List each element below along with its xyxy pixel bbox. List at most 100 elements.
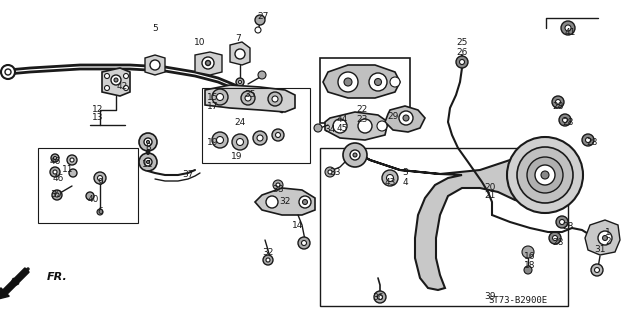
Text: 37: 37 <box>182 170 194 179</box>
Circle shape <box>343 143 367 167</box>
Circle shape <box>350 150 360 160</box>
Circle shape <box>147 140 150 144</box>
Text: ST73-B2900E: ST73-B2900E <box>488 296 547 305</box>
Text: 30: 30 <box>51 190 61 199</box>
Text: 45: 45 <box>336 124 348 133</box>
Circle shape <box>255 15 265 25</box>
Text: 6: 6 <box>97 207 103 216</box>
Text: 16: 16 <box>524 252 536 261</box>
Circle shape <box>517 147 573 203</box>
Circle shape <box>387 174 394 182</box>
Text: 43: 43 <box>384 178 396 187</box>
Circle shape <box>507 137 583 213</box>
Text: 9: 9 <box>97 178 103 187</box>
Circle shape <box>338 72 358 92</box>
Circle shape <box>237 138 243 145</box>
Polygon shape <box>385 106 425 132</box>
Circle shape <box>382 170 398 186</box>
Circle shape <box>51 154 59 162</box>
Text: 3: 3 <box>402 168 408 177</box>
Text: 5: 5 <box>152 24 158 33</box>
Text: 28: 28 <box>563 222 573 231</box>
Text: 36: 36 <box>372 293 384 302</box>
Circle shape <box>147 160 150 164</box>
Circle shape <box>390 77 400 87</box>
Circle shape <box>456 56 468 68</box>
Circle shape <box>299 196 311 208</box>
Polygon shape <box>585 220 620 255</box>
Circle shape <box>378 294 383 300</box>
Polygon shape <box>205 85 295 112</box>
Circle shape <box>559 114 571 126</box>
Circle shape <box>94 172 106 184</box>
Circle shape <box>399 111 413 125</box>
Text: 2: 2 <box>605 237 611 246</box>
Text: 35: 35 <box>244 90 256 99</box>
Circle shape <box>266 258 270 262</box>
Circle shape <box>124 73 129 78</box>
Bar <box>202 88 310 163</box>
Circle shape <box>150 60 160 70</box>
Circle shape <box>272 96 278 102</box>
Circle shape <box>563 117 568 122</box>
Circle shape <box>235 49 245 59</box>
Text: 28: 28 <box>586 138 598 147</box>
Circle shape <box>303 199 307 204</box>
Text: 42: 42 <box>116 82 127 91</box>
Text: 7: 7 <box>235 34 241 43</box>
Circle shape <box>263 255 273 265</box>
Circle shape <box>353 153 357 157</box>
Text: 40: 40 <box>87 195 99 204</box>
Circle shape <box>374 291 386 303</box>
Circle shape <box>358 119 372 133</box>
Circle shape <box>241 91 255 105</box>
Circle shape <box>245 95 251 101</box>
Text: 11: 11 <box>62 165 74 174</box>
Circle shape <box>216 137 223 144</box>
Circle shape <box>535 165 555 185</box>
Circle shape <box>239 80 241 84</box>
Polygon shape <box>255 188 315 215</box>
Circle shape <box>541 171 549 179</box>
Circle shape <box>272 129 284 141</box>
Text: 32: 32 <box>279 197 291 206</box>
Circle shape <box>595 268 600 272</box>
Text: 18: 18 <box>524 261 536 270</box>
Circle shape <box>70 158 74 162</box>
Circle shape <box>276 183 280 187</box>
Text: 46: 46 <box>52 174 64 183</box>
Circle shape <box>236 78 244 86</box>
Circle shape <box>144 138 152 146</box>
Circle shape <box>522 246 534 258</box>
Circle shape <box>55 193 59 197</box>
Circle shape <box>277 201 283 207</box>
Circle shape <box>86 192 94 200</box>
Circle shape <box>586 137 591 143</box>
Bar <box>320 148 568 306</box>
Circle shape <box>104 73 109 78</box>
Text: 31: 31 <box>595 245 605 254</box>
Text: 20: 20 <box>484 183 496 192</box>
Circle shape <box>212 132 228 148</box>
Text: 38: 38 <box>272 185 284 194</box>
Text: 4: 4 <box>402 178 408 187</box>
Circle shape <box>111 75 121 85</box>
Text: 10: 10 <box>195 38 205 47</box>
Circle shape <box>54 157 56 160</box>
Polygon shape <box>230 42 250 65</box>
Circle shape <box>205 61 211 65</box>
Text: 8: 8 <box>145 143 151 152</box>
Text: 25: 25 <box>456 38 468 47</box>
Text: 34: 34 <box>324 125 336 134</box>
Text: 17: 17 <box>207 102 219 111</box>
Circle shape <box>602 235 607 241</box>
Circle shape <box>552 96 564 108</box>
Circle shape <box>52 190 62 200</box>
Circle shape <box>403 115 409 121</box>
Text: 32: 32 <box>262 248 274 257</box>
Text: 14: 14 <box>292 221 304 230</box>
Polygon shape <box>145 55 165 75</box>
Text: 11: 11 <box>142 160 154 169</box>
Circle shape <box>369 73 387 91</box>
Bar <box>38 148 138 223</box>
